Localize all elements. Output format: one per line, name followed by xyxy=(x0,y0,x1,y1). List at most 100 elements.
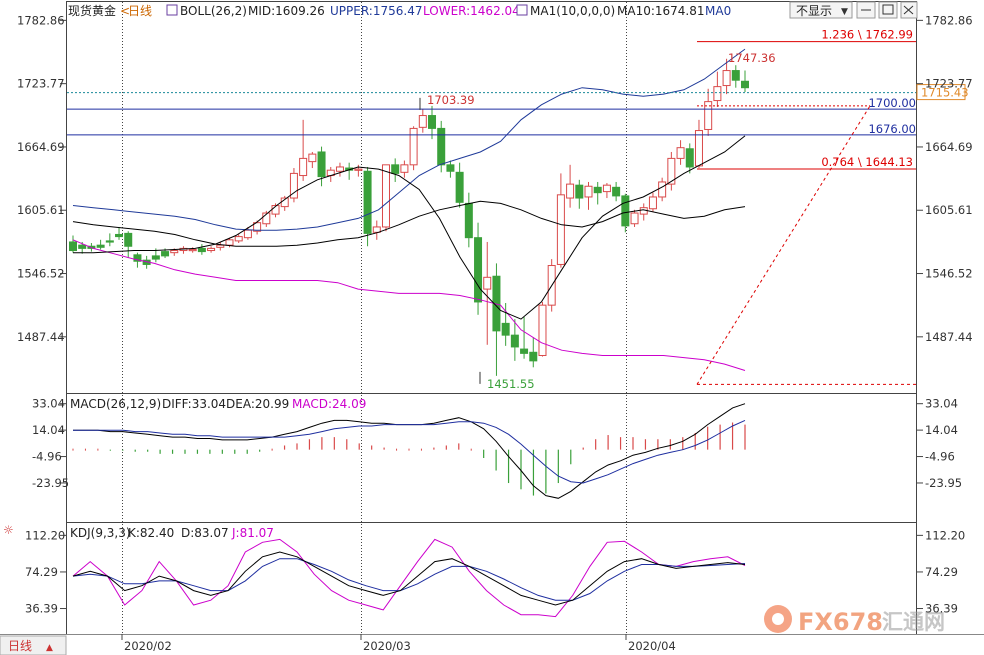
candle-body xyxy=(474,237,483,303)
candle-body xyxy=(575,184,584,199)
candle-body xyxy=(400,164,409,173)
macd-tick-label-right: -23.95 xyxy=(925,476,962,490)
fib-1236-label: 1.236 \ 1762.99 xyxy=(821,28,913,42)
bottom-bar: 日线 ▲ 2020/02 2020/03 2020/04 xyxy=(0,634,984,655)
fib-trend-line xyxy=(696,105,871,385)
candle-body xyxy=(391,164,400,174)
period-select-label: 日线 xyxy=(8,639,32,653)
macd-label: MACD(26,12,9) xyxy=(70,397,161,411)
candle-body xyxy=(731,70,740,81)
kdj-tick-label-left: 74.29 xyxy=(25,565,58,579)
candle-body xyxy=(170,250,179,254)
candle-body xyxy=(538,304,547,357)
y-tick-label-left: 1487.44 xyxy=(17,330,65,344)
ma-toggle-icon[interactable] xyxy=(516,4,528,16)
kdj-tick-label-left: 36.39 xyxy=(25,602,58,616)
period-prefix: < xyxy=(120,4,130,18)
candle-body xyxy=(216,244,225,248)
candle-body xyxy=(593,186,602,194)
candle-body xyxy=(667,157,676,185)
candle-body xyxy=(299,157,308,177)
boll-mid: MID:1609.26 xyxy=(248,4,325,18)
y-tick-label-left: 1782.86 xyxy=(17,13,65,27)
candle-body xyxy=(418,115,427,128)
candle-body xyxy=(161,251,170,257)
maximize-button[interactable] xyxy=(878,1,898,19)
macd-tick-label-left: 33.04 xyxy=(32,397,65,411)
candle-body xyxy=(510,334,519,348)
x-axis-label: 2020/02 xyxy=(124,639,172,653)
macd-dea-line xyxy=(73,419,746,484)
y-tick-label-right: 1664.69 xyxy=(925,140,973,154)
candle-body xyxy=(520,348,529,354)
period-select-button[interactable] xyxy=(0,635,67,655)
chevron-down-icon: ▼ xyxy=(841,7,848,17)
candle-body xyxy=(483,276,492,290)
hide-button-label: 不显示 xyxy=(796,4,832,18)
y-axes: 1782.86 1782.86 1723.77 1723.77 1664.69 1664.… xyxy=(17,13,973,615)
candle-body xyxy=(676,147,685,159)
y-tick-label-right: 1546.52 xyxy=(925,267,973,281)
candle-body xyxy=(630,212,639,225)
kdj-k: K:82.40 xyxy=(128,526,174,540)
ma0-label: MA0 xyxy=(705,4,731,18)
y-tick-label-left: 1723.77 xyxy=(17,77,65,91)
watermark: FX678 汇通网 xyxy=(764,605,945,636)
kdj-tick-label-right: 112.20 xyxy=(925,528,965,542)
boll-toggle-icon[interactable] xyxy=(166,4,178,16)
period-label[interactable]: 日线 xyxy=(128,4,152,18)
candle-body xyxy=(584,185,593,198)
annotation-high-1703: 1703.39 xyxy=(427,93,475,107)
candle-body xyxy=(428,115,437,129)
triangle-up-icon: ▲ xyxy=(46,643,53,653)
y-tick-label-right: 1487.44 xyxy=(925,330,973,344)
candle-body xyxy=(308,153,317,163)
kdj-tick-label-left: 112.20 xyxy=(25,528,65,542)
macd-tick-label-right: 14.04 xyxy=(925,423,958,437)
symbol-label: 现货黄金 xyxy=(68,3,116,18)
kdj-settings-icon[interactable]: ☼ xyxy=(3,523,14,537)
boll-lower: LOWER:1462.04 xyxy=(423,4,520,18)
candle-body xyxy=(658,181,667,198)
month-gridlines xyxy=(122,2,627,634)
candle-body xyxy=(253,222,262,232)
candle-body xyxy=(409,127,418,166)
candle-body xyxy=(262,212,271,225)
candle-body xyxy=(446,164,455,172)
candle-body xyxy=(96,244,105,248)
candle-body xyxy=(556,194,565,265)
level-1676-label: 1676.00 xyxy=(868,122,916,136)
candle-body xyxy=(602,184,611,193)
candle-body xyxy=(694,130,703,167)
watermark-brand: FX678 xyxy=(798,608,883,636)
kdj-label: KDJ(9,3,3) xyxy=(70,526,131,540)
kdj-d: D:83.07 xyxy=(181,526,229,540)
macd-tick-label-right: -4.96 xyxy=(925,450,955,464)
boll-mid-line xyxy=(72,200,746,247)
macd-tick-label-left: 14.04 xyxy=(32,423,65,437)
price-header: 现货黄金 < 日线 BOLL(26,2) MID:1609.26 UPPER:1… xyxy=(68,3,731,18)
last-price-label: 1715.43 xyxy=(921,86,969,100)
candle-body xyxy=(566,183,575,199)
candle-body xyxy=(685,148,694,168)
y-tick-label-right: 1782.86 xyxy=(925,13,973,27)
candle-body xyxy=(289,172,298,199)
fib-0764-label: 0.764 \ 1644.13 xyxy=(821,155,913,169)
candle-body xyxy=(317,151,326,178)
last-price-box xyxy=(916,84,966,101)
hide-indicators-button[interactable]: 不显示 ▼ xyxy=(789,1,853,19)
kdj-header: ☼ KDJ(9,3,3) K:82.40 D:83.07 J:81.07 xyxy=(3,523,274,540)
y-tick-label-right: 1723.77 xyxy=(925,77,973,91)
y-tick-label-left: 1664.69 xyxy=(17,140,65,154)
candle-body xyxy=(115,233,124,238)
candle-body xyxy=(133,254,142,262)
kdj-d-line xyxy=(72,558,746,601)
kdj-plot xyxy=(72,538,746,618)
candle-body xyxy=(621,195,630,227)
kdj-j-line xyxy=(72,538,746,618)
x-axis-label: 2020/03 xyxy=(363,639,411,653)
level-1700-label: 1700.00 xyxy=(868,96,916,110)
macd-value: MACD:24.09 xyxy=(292,397,366,411)
macd-dea: DEA:20.99 xyxy=(226,397,289,411)
candle-body xyxy=(455,171,464,203)
